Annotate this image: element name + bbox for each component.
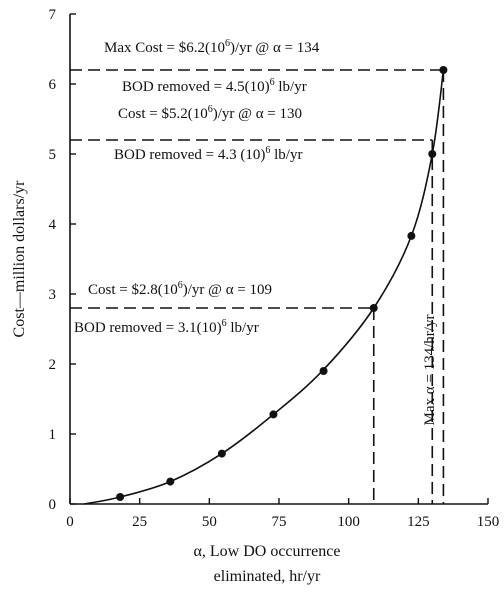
axis-ticks: 0 25 50 75 100 125 150 0 1 2 3 4 5 6 7 [49,7,500,530]
x-tick-label: 125 [407,514,430,530]
data-point [116,493,125,501]
y-tick-label: 0 [49,497,57,513]
y-tick-label: 7 [49,7,57,23]
y-tick-label: 4 [49,217,57,233]
annotation-bod-130: BOD removed = 4.3 (10)6 lb/yr [114,145,302,163]
y-tick-label: 1 [49,427,57,443]
x-tick-label: 25 [132,514,147,530]
data-points [116,66,448,501]
annotation-bod-max: BOD removed = 4.5(10)6 lb/yr [122,77,307,95]
data-point [428,150,437,158]
annotation-cost-130: Cost = $5.2(106)/yr @ α = 130 [118,104,302,122]
x-tick-label: 75 [272,514,287,530]
x-tick-label: 50 [202,514,217,530]
data-point [369,304,378,312]
x-tick-label: 150 [477,514,500,530]
annotation-bod-109: BOD removed = 3.1(10)6 lb/yr [74,318,259,336]
data-point [407,231,416,240]
annotation-max-alpha: Max α = 134/hr/yr [422,315,438,426]
y-tick-label: 2 [49,357,57,373]
data-point [319,367,328,375]
reference-lines [70,69,445,504]
x-tick-label: 0 [66,514,74,530]
data-point [166,477,175,486]
data-point [439,66,448,74]
annotation-max-cost: Max Cost = $6.2(106)/yr @ α = 134 [104,38,320,56]
y-tick-label: 5 [49,147,57,163]
y-tick-label: 3 [49,287,57,303]
annotation-cost-109: Cost = $2.8(106)/yr @ α = 109 [88,280,272,298]
x-axis-label-line-2: eliminated, hr/yr [214,568,321,585]
x-tick-label: 100 [337,514,360,530]
y-tick-label: 6 [49,77,57,93]
data-point [217,449,226,458]
data-point [269,410,278,419]
fitted-curve [83,69,445,505]
y-axis-label: Cost—million dollars/yr [11,180,28,338]
x-axis-label-line-1: α, Low DO occurrence [194,543,341,560]
